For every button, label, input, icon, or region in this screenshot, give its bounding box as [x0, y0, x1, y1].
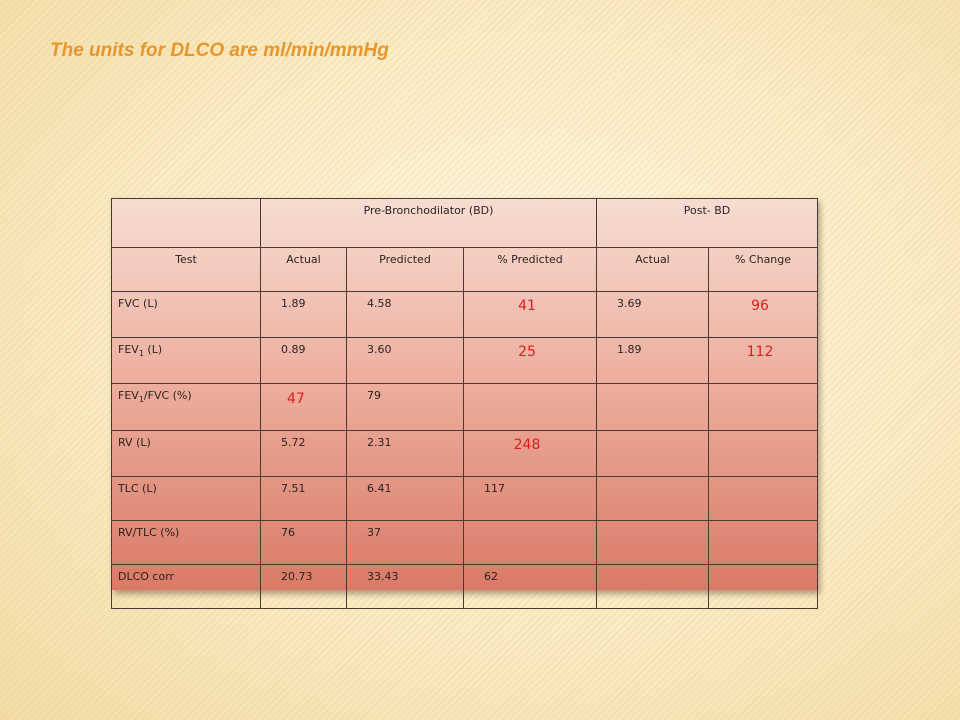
test-name: TLC (L): [118, 482, 157, 495]
column-header-actual: Actual: [260, 247, 347, 292]
actual-cell: 20.73: [260, 564, 347, 609]
post-actual-cell: 3.69: [596, 291, 710, 338]
actual-cell: 47: [260, 383, 347, 431]
test-name-cell: FEV1/FVC (%): [111, 383, 261, 431]
column-header-pct-predicted: % Predicted: [462, 247, 598, 292]
test-name: FEV: [118, 389, 139, 402]
pct-predicted-cell: [462, 520, 598, 565]
table-row: RV (L) 5.72 2.31 248: [111, 430, 819, 477]
test-name-cell: DLCO corr: [111, 564, 261, 609]
table-row: FVC (L) 1.89 4.58 41 3.69 96: [111, 291, 819, 338]
test-name-suffix: /FVC (%): [143, 389, 192, 402]
pct-change-cell: [708, 564, 819, 609]
header-blank-cell: [111, 198, 261, 248]
table-row: FEV1 (L) 0.89 3.60 25 1.89 112: [111, 337, 819, 384]
post-actual-cell: [596, 430, 710, 477]
column-header-predicted: Predicted: [346, 247, 464, 292]
test-name: RV (L): [118, 436, 151, 449]
test-name-cell: FEV1 (L): [111, 337, 261, 384]
predicted-cell: 4.58: [346, 291, 464, 338]
actual-cell: 5.72: [260, 430, 347, 477]
table-row: TLC (L) 7.51 6.41 117: [111, 476, 819, 521]
post-actual-cell: 1.89: [596, 337, 710, 384]
test-name-cell: FVC (L): [111, 291, 261, 338]
column-header-post-actual: Actual: [596, 247, 710, 292]
test-name-cell: TLC (L): [111, 476, 261, 521]
actual-cell: 1.89: [260, 291, 347, 338]
column-header-row: Test Actual Predicted % Predicted Actual…: [111, 247, 819, 292]
column-header-pct-change: % Change: [708, 247, 819, 292]
actual-cell: 0.89: [260, 337, 347, 384]
test-name-subscript: 1: [138, 349, 144, 359]
test-name: FEV: [118, 343, 139, 356]
pft-table-container: Pre-Bronchodilator (BD) Post- BD Test Ac…: [111, 198, 819, 609]
actual-cell: 76: [260, 520, 347, 565]
column-header-test: Test: [111, 247, 261, 292]
test-name: RV/TLC (%): [118, 526, 180, 539]
test-name: FVC (L): [118, 297, 158, 310]
post-actual-cell: [596, 476, 710, 521]
predicted-cell: 33.43: [346, 564, 464, 609]
pct-predicted-cell: 248: [462, 430, 598, 477]
predicted-cell: 37: [346, 520, 464, 565]
pct-change-cell: 112: [708, 337, 819, 384]
slide-title: The units for DLCO are ml/min/mmHg: [50, 40, 389, 61]
post-actual-cell: [596, 520, 710, 565]
pft-results-table: Pre-Bronchodilator (BD) Post- BD Test Ac…: [111, 198, 819, 609]
table-row: RV/TLC (%) 76 37: [111, 520, 819, 565]
test-name-cell: RV/TLC (%): [111, 520, 261, 565]
group-header-row: Pre-Bronchodilator (BD) Post- BD: [111, 198, 819, 248]
predicted-cell: 2.31: [346, 430, 464, 477]
pct-predicted-cell: 62: [462, 564, 598, 609]
header-pre-bd: Pre-Bronchodilator (BD): [259, 198, 598, 248]
post-actual-cell: [596, 564, 710, 609]
actual-cell: 7.51: [260, 476, 347, 521]
pct-change-cell: 96: [708, 291, 819, 338]
predicted-cell: 6.41: [346, 476, 464, 521]
pct-change-cell: [708, 520, 819, 565]
pct-predicted-cell: 41: [462, 291, 598, 338]
pct-change-cell: [708, 476, 819, 521]
pct-predicted-cell: 117: [462, 476, 598, 521]
test-name-suffix: (L): [143, 343, 163, 356]
table-row: FEV1/FVC (%) 47 79: [111, 383, 819, 431]
pct-predicted-cell: [462, 383, 598, 431]
pct-change-cell: [708, 383, 819, 431]
pct-predicted-cell: 25: [462, 337, 598, 384]
predicted-cell: 79: [346, 383, 464, 431]
header-post-bd: Post- BD: [596, 198, 819, 248]
table-row: DLCO corr 20.73 33.43 62: [111, 564, 819, 609]
test-name: DLCO corr: [118, 570, 175, 583]
test-name-subscript: 1: [138, 395, 144, 405]
post-actual-cell: [596, 383, 710, 431]
test-name-cell: RV (L): [111, 430, 261, 477]
pct-change-cell: [708, 430, 819, 477]
predicted-cell: 3.60: [346, 337, 464, 384]
